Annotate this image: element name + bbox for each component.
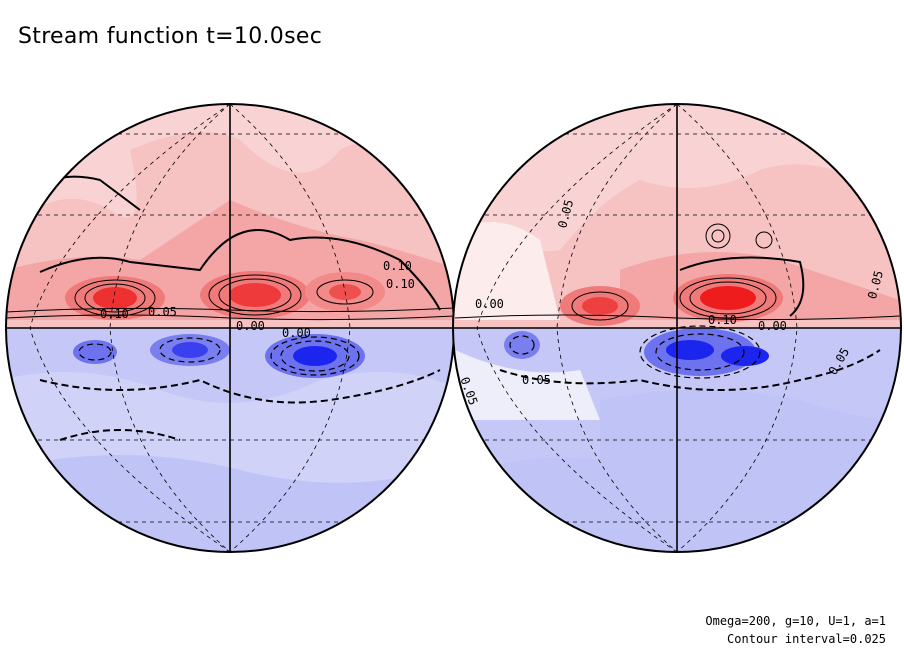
contour-label: 0.05	[148, 305, 177, 319]
contour-label: 0.10	[383, 259, 412, 273]
contour-label: 0.00	[282, 326, 311, 340]
contour-label: 0.00	[236, 319, 265, 333]
left-contour-labels: 0.10 0.05 0.10 0.00 0.00 0.10	[100, 259, 415, 340]
contour-label: 0.10	[708, 313, 737, 327]
plot-title: Stream function t=10.0sec	[18, 24, 323, 49]
contour-label: 0.10	[100, 307, 129, 321]
contour-label: 0.00	[758, 319, 787, 333]
contour-label: 0.10	[386, 277, 415, 291]
contour-interval-note: Contour interval=0.025	[727, 632, 886, 646]
parameters-note: Omega=200, g=10, U=1, a=1	[705, 614, 886, 628]
right-globe-outline	[452, 103, 902, 553]
contour-label: 0.05	[522, 373, 551, 387]
left-hemisphere	[6, 104, 454, 552]
contour-label: 0.00	[475, 297, 504, 311]
